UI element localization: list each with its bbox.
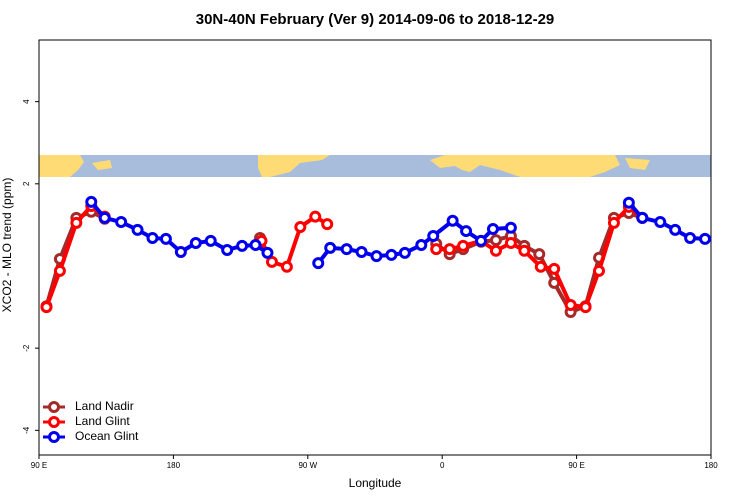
point: [475, 234, 488, 247]
point: [669, 223, 682, 236]
point: [265, 255, 278, 268]
x-tick-label: 180: [704, 461, 718, 470]
legend-label: Ocean Glint: [75, 429, 139, 443]
point: [443, 243, 456, 256]
point: [398, 246, 411, 259]
point: [427, 229, 440, 242]
point: [460, 225, 473, 238]
point: [504, 236, 517, 249]
x-tick-label: 90 W: [298, 461, 317, 470]
legend-label: Land Glint: [75, 414, 130, 428]
point: [699, 232, 712, 245]
point: [309, 210, 322, 223]
legend-marker: [48, 401, 60, 413]
point: [204, 234, 217, 247]
point: [489, 234, 502, 247]
point: [489, 244, 502, 257]
point: [40, 301, 53, 314]
point: [146, 232, 159, 245]
legend-label: Land Nadir: [75, 399, 134, 413]
point: [236, 239, 249, 252]
point: [593, 264, 605, 277]
point: [579, 301, 592, 314]
point: [324, 241, 337, 254]
point: [684, 232, 697, 245]
y-tick-label: -2: [22, 344, 31, 352]
point: [189, 236, 202, 249]
point: [280, 260, 293, 273]
point: [115, 216, 128, 229]
point: [548, 262, 561, 275]
point: [370, 250, 383, 263]
point: [340, 243, 353, 256]
x-tick-label: 90 E: [568, 461, 584, 470]
map-band: [39, 155, 711, 177]
point: [486, 223, 499, 236]
point: [636, 211, 649, 224]
point: [131, 223, 144, 236]
plot-frame: [38, 39, 712, 456]
point: [355, 246, 368, 259]
y-tick-label: 4: [22, 99, 31, 104]
point: [457, 239, 470, 252]
point: [504, 221, 517, 234]
legend-marker: [48, 416, 60, 428]
point: [85, 195, 98, 208]
point: [159, 232, 172, 245]
y-tick-label: -4: [22, 426, 31, 434]
point: [98, 211, 111, 224]
legend-marker: [48, 431, 60, 443]
point: [70, 216, 83, 229]
chart-title: 30N-40N February (Ver 9) 2014-09-06 to 2…: [196, 11, 555, 28]
point: [518, 244, 531, 257]
point: [321, 218, 334, 231]
point: [534, 260, 547, 273]
point: [607, 216, 620, 229]
point: [249, 239, 262, 252]
point: [654, 216, 667, 229]
point: [564, 299, 577, 312]
point: [622, 196, 635, 209]
point: [446, 214, 459, 227]
y-axis-label: XCO2 - MLO trend (ppm): [0, 178, 14, 313]
point: [174, 246, 187, 259]
y-tick-label: 2: [22, 181, 31, 186]
x-tick-label: 90 E: [31, 461, 47, 470]
point: [385, 248, 398, 261]
point: [261, 246, 274, 259]
point: [294, 220, 307, 233]
point: [533, 248, 546, 261]
point: [53, 264, 66, 277]
point: [312, 257, 325, 270]
point: [221, 243, 234, 256]
point: [430, 243, 443, 256]
x-tick-label: 0: [440, 461, 445, 470]
x-axis-label: Longitude: [349, 476, 402, 490]
x-tick-label: 180: [167, 461, 181, 470]
point: [415, 239, 428, 252]
